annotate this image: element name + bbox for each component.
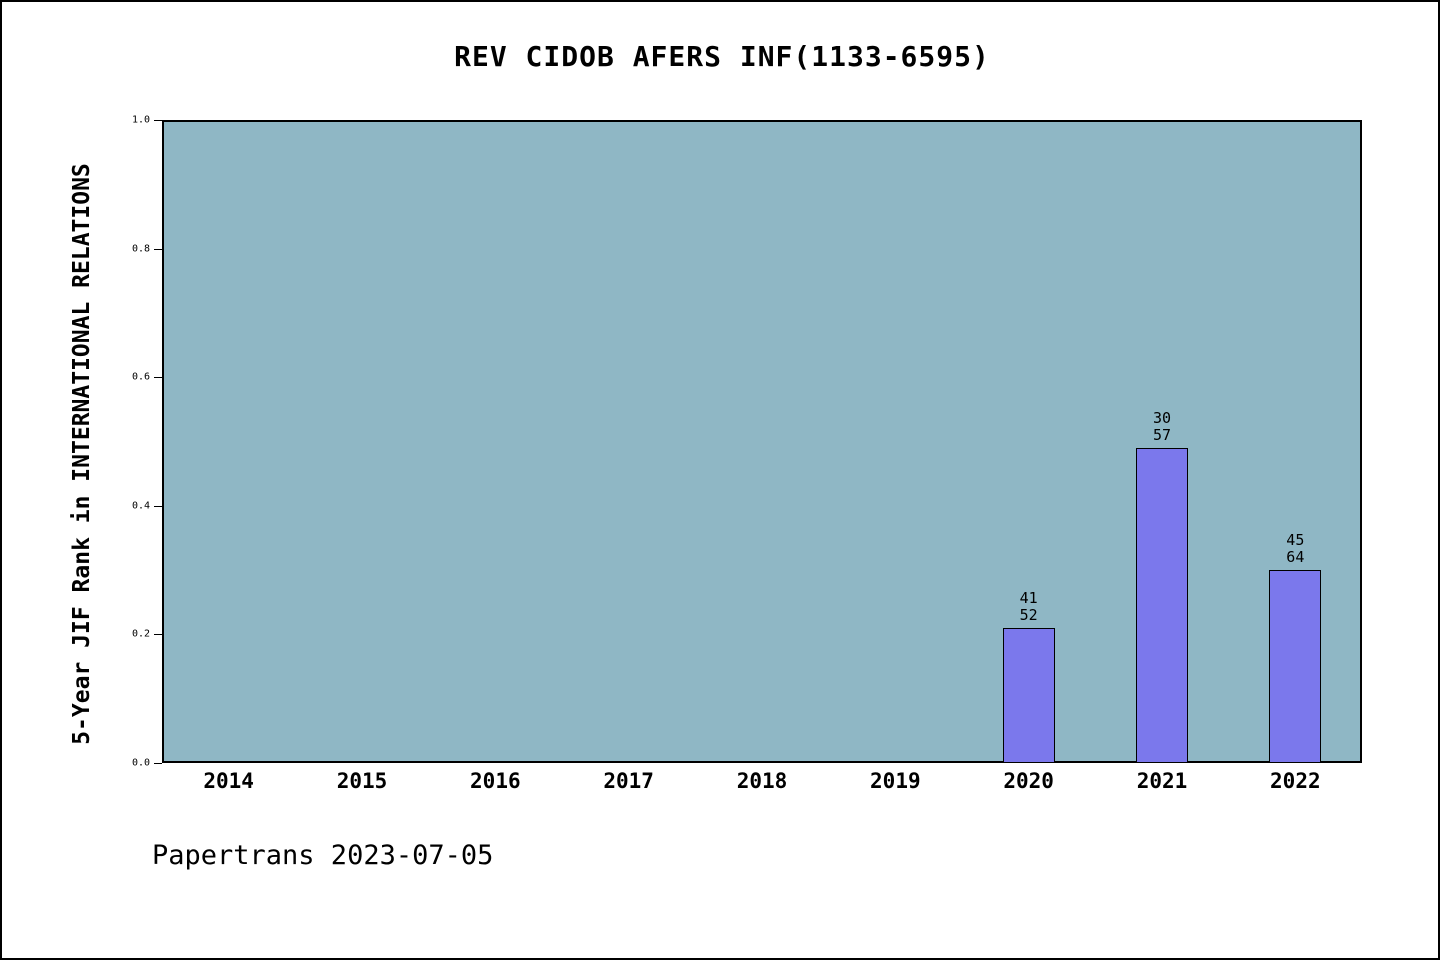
chart-title: REV CIDOB AFERS INF(1133-6595) <box>454 40 990 73</box>
y-tick-label: 0.6 <box>131 371 150 383</box>
bar <box>1269 570 1322 763</box>
x-tick-label: 2014 <box>203 769 254 793</box>
y-tick-label: 0.0 <box>131 757 150 769</box>
y-tick-mark <box>154 248 162 250</box>
y-tick-mark <box>154 634 162 636</box>
bar-label: 30 57 <box>1152 408 1172 444</box>
x-tick-label: 2020 <box>1003 769 1054 793</box>
x-tick-label: 2022 <box>1270 769 1321 793</box>
y-tick-label: 1.0 <box>131 114 150 126</box>
y-tick-label: 0.8 <box>131 243 150 255</box>
bar <box>1136 447 1188 763</box>
x-tick-label: 2019 <box>870 769 921 793</box>
y-tick-label: 0.2 <box>131 628 150 640</box>
y-tick-mark <box>154 120 162 121</box>
x-tick-label: 2017 <box>603 769 654 793</box>
footer-watermark: Papertrans 2023-07-05 <box>152 840 494 871</box>
y-axis-label: 5-Year JIF Rank in INTERNATIONAL RELATIO… <box>69 163 95 745</box>
x-tick-label: 2015 <box>336 769 388 793</box>
x-tick-label: 2016 <box>470 769 521 793</box>
x-tick-label: 2021 <box>1136 769 1188 793</box>
bar-label: 41 52 <box>1019 588 1038 624</box>
bar <box>1002 627 1055 763</box>
y-tick-label: 0.4 <box>131 500 150 512</box>
y-tick-mark <box>154 763 162 764</box>
y-tick-mark <box>154 505 162 507</box>
y-tick-mark <box>154 377 162 379</box>
bar-label: 45 64 <box>1286 531 1305 567</box>
x-tick-label: 2018 <box>736 769 788 793</box>
